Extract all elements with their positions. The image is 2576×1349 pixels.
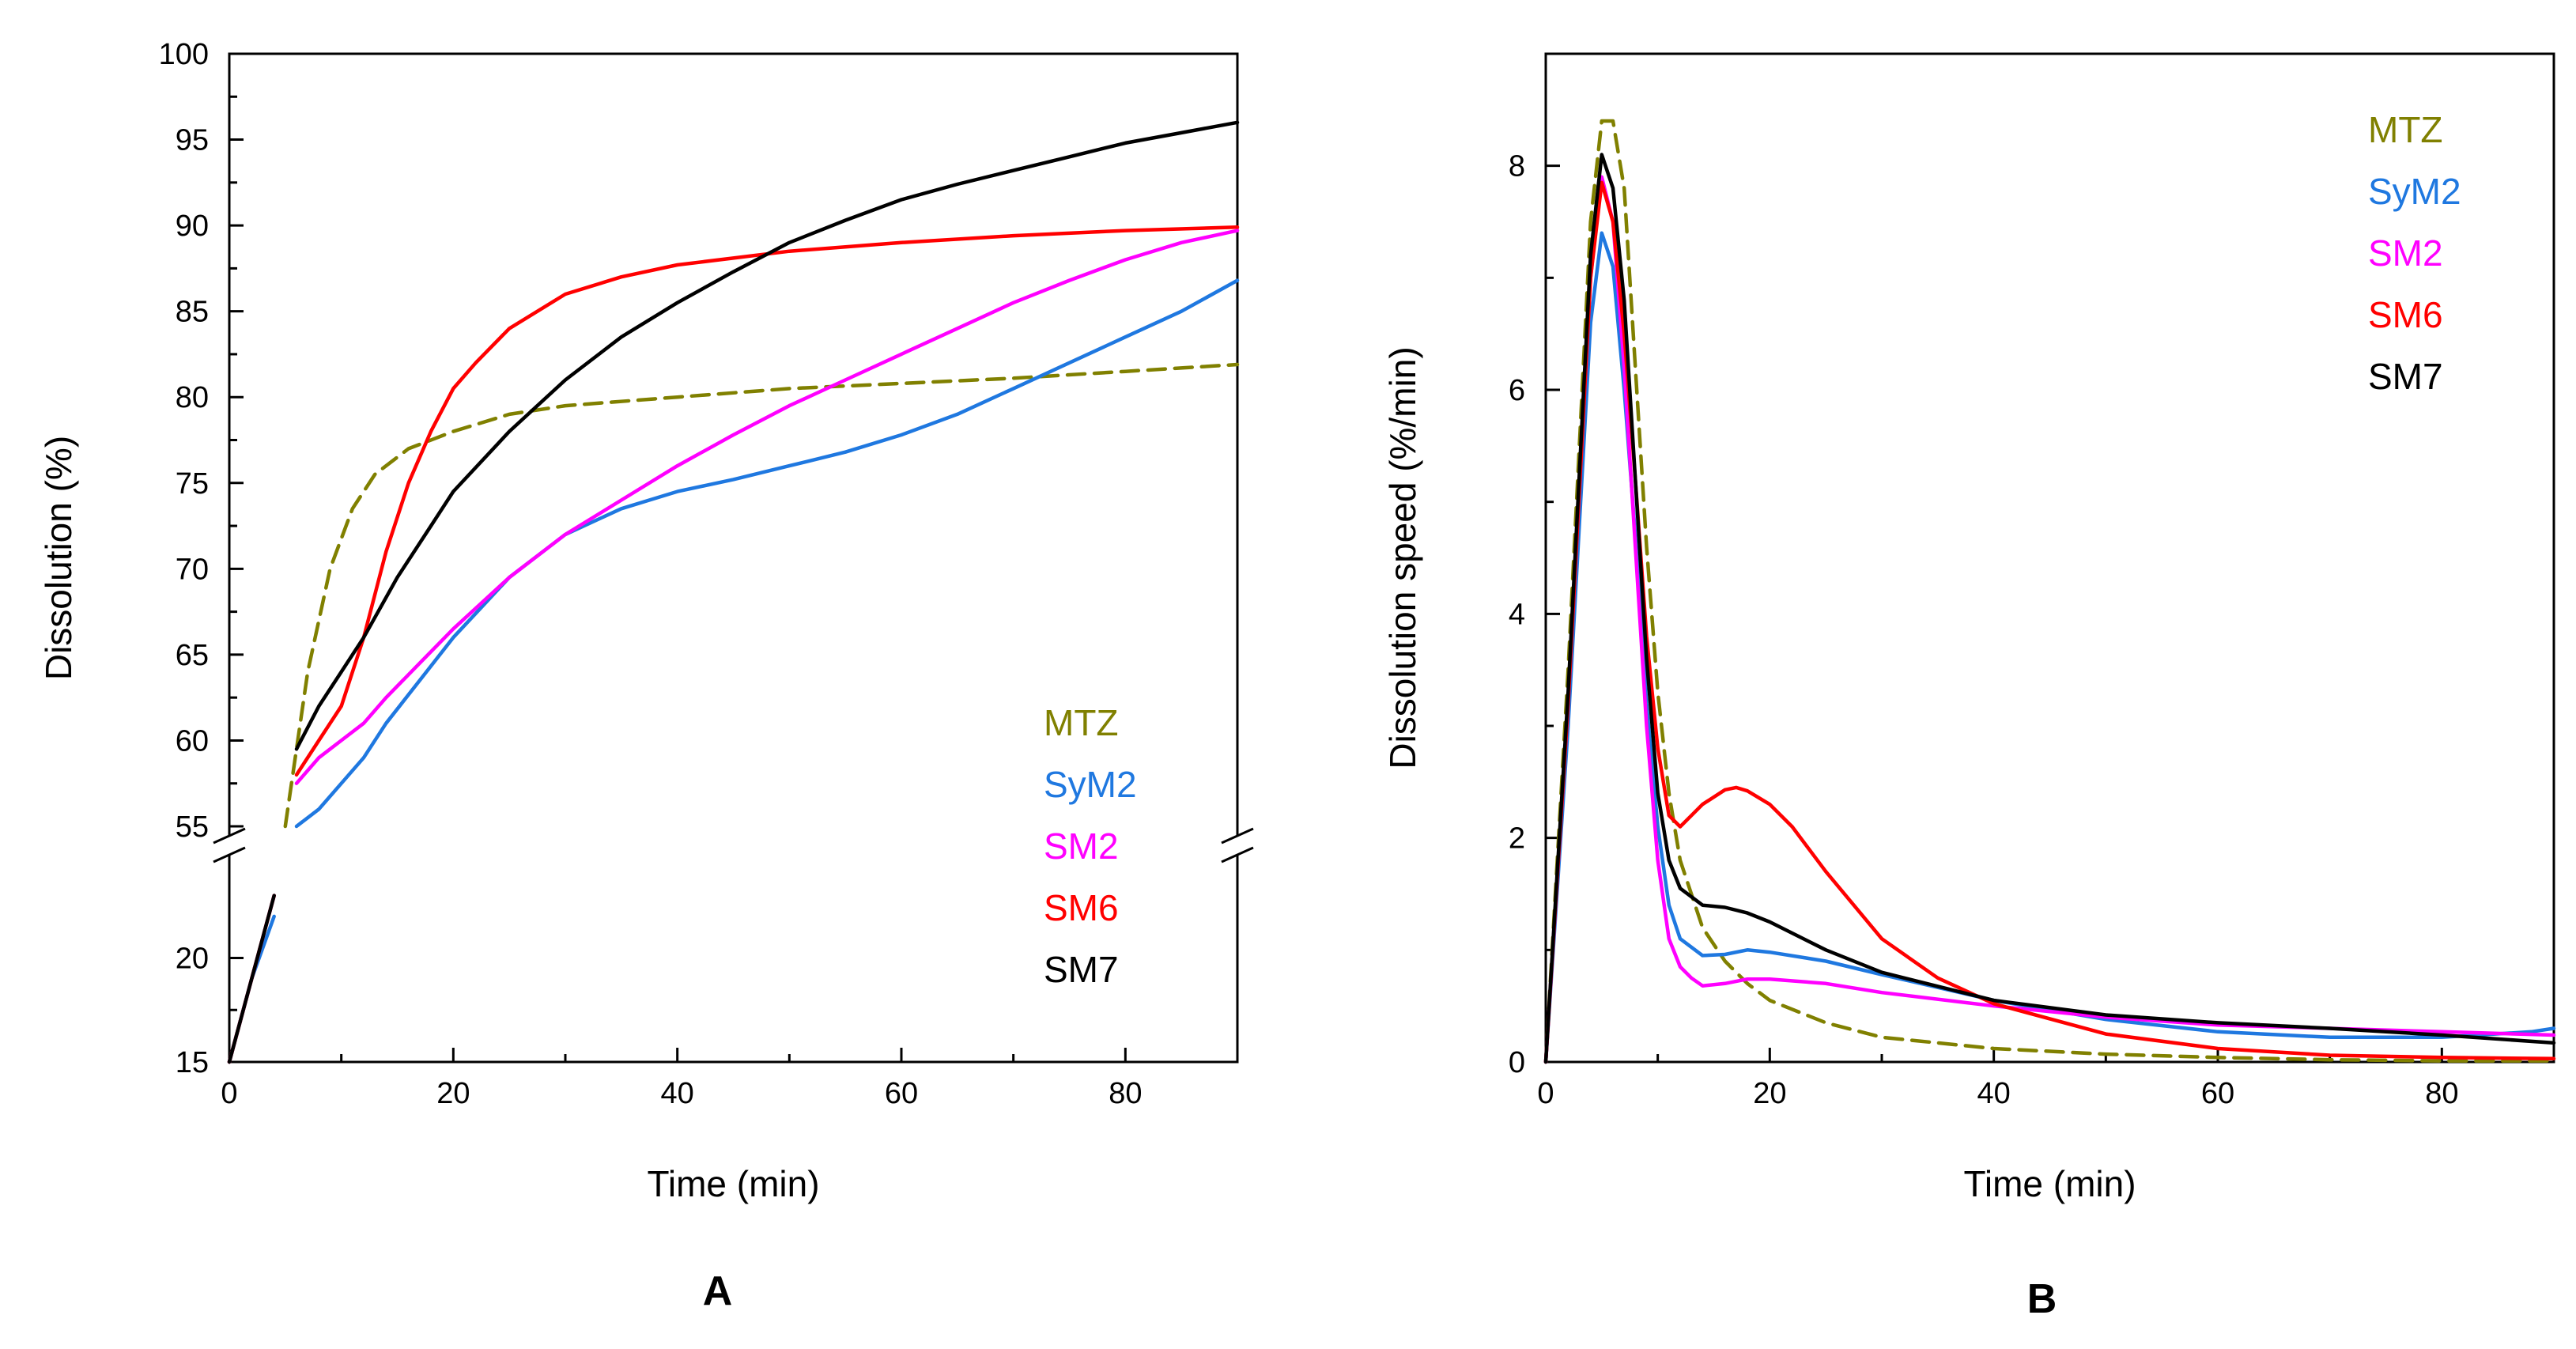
y-tick-label-a: 85	[176, 296, 209, 329]
series-line-b-sm6	[1543, 180, 2556, 1064]
x-tick-label-a: 40	[661, 1077, 694, 1110]
panel-label-a: A	[703, 1268, 733, 1314]
y-tick-label-a: 75	[176, 467, 209, 501]
y-axis-title-a: Dissolution (%)	[38, 436, 79, 680]
x-axis-title-a: Time (min)	[647, 1163, 819, 1204]
y-tick-label-a: 60	[176, 724, 209, 758]
axes-frame	[1544, 52, 2555, 1064]
x-tick-label-a: 0	[221, 1077, 237, 1110]
series-line-a-sym2	[227, 278, 1240, 1064]
legend-label-b: SM6	[2368, 294, 2443, 335]
chart-a: 0 20 40 60 80 55 60 65 70 75 80 85 90 95 100 15 20 Time (…	[38, 38, 1254, 1314]
y-tick-label-a: 90	[176, 210, 209, 243]
x-tick-label-b: 80	[2425, 1077, 2458, 1110]
legend-label-b: SM2	[2368, 232, 2443, 274]
chart-b: 0 20 40 60 80 0 2 4 6 8 Time (min) Dissolution spee…	[1382, 52, 2556, 1322]
x-tick-label-b: 20	[1753, 1077, 1786, 1110]
axis-break-mark-left	[213, 827, 246, 863]
x-tick-label-b: 40	[1977, 1077, 2011, 1110]
y-tick-label-b: 0	[1509, 1046, 1525, 1079]
y-tick-label-a: 15	[176, 1046, 209, 1079]
panel-label-b: B	[2027, 1276, 2057, 1322]
y-axis-title-b: Dissolution speed (%/min)	[1382, 346, 1423, 769]
y-tick-label-a: 95	[176, 124, 209, 157]
x-tick-label-a: 80	[1109, 1077, 1142, 1110]
series-line-b-mtz	[1543, 119, 2556, 1064]
x-tick-label-a: 20	[436, 1077, 470, 1110]
legend-label-a: SM2	[1044, 826, 1119, 867]
series-line-a-sm6	[227, 225, 1240, 1064]
legend-label-a: SyM2	[1044, 764, 1137, 805]
y-tick-label-b: 6	[1509, 374, 1525, 407]
y-tick-label-b: 2	[1509, 822, 1525, 856]
y-tick-label-a: 55	[176, 811, 209, 844]
legend-label-a: SM7	[1044, 949, 1119, 990]
series-line-b-sym2	[1543, 231, 2556, 1064]
series-line-a-sm7	[227, 120, 1240, 1064]
legend-label-a: SM6	[1044, 887, 1119, 928]
legend-label-b: SyM2	[2368, 171, 2461, 212]
y-tick-label-a: 80	[176, 381, 209, 414]
legend-label-a: MTZ	[1044, 702, 1119, 743]
y-tick-label-a: 100	[159, 38, 209, 71]
y-tick-label-a: 20	[176, 943, 209, 976]
series-line-b-sm7	[1543, 153, 2556, 1064]
y-tick-label-a: 65	[176, 639, 209, 672]
y-tick-label-a: 70	[176, 553, 209, 586]
y-tick-label-b: 8	[1509, 150, 1525, 183]
axis-break-mark-right	[1221, 827, 1254, 863]
legend-label-b: MTZ	[2368, 109, 2443, 150]
x-axis-title-b: Time (min)	[1963, 1163, 2136, 1204]
x-tick-label-a: 60	[885, 1077, 918, 1110]
legend-label-b: SM7	[2368, 356, 2443, 397]
x-tick-label-b: 60	[2201, 1077, 2234, 1110]
x-tick-label-b: 0	[1537, 1077, 1554, 1110]
y-tick-label-b: 4	[1509, 598, 1525, 631]
